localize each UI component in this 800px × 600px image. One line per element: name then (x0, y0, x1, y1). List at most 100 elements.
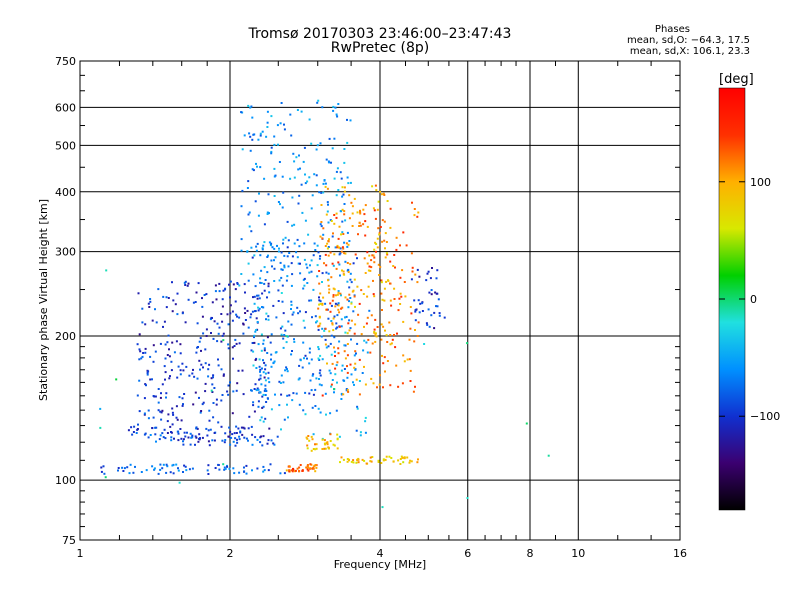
data-point (370, 314, 373, 317)
data-point (393, 334, 395, 336)
data-point (141, 307, 144, 310)
data-point (430, 314, 433, 317)
data-point (358, 221, 361, 224)
data-point (151, 427, 154, 429)
data-point (266, 442, 269, 445)
data-point (227, 393, 230, 396)
data-point (315, 443, 318, 446)
data-point (547, 454, 550, 457)
data-point (153, 467, 156, 470)
data-point (299, 359, 302, 362)
data-point (148, 306, 151, 308)
data-point (266, 296, 268, 299)
data-point (281, 300, 284, 303)
data-point (204, 348, 207, 351)
data-point (194, 391, 197, 394)
data-point (326, 443, 329, 446)
data-point (283, 472, 286, 475)
data-point (315, 377, 318, 380)
y-tick-label: 200 (55, 330, 76, 343)
data-point (380, 462, 383, 464)
data-point (329, 310, 332, 313)
data-point (279, 382, 282, 384)
data-point (259, 368, 262, 371)
data-point (378, 231, 381, 234)
data-point (373, 330, 376, 333)
data-point (359, 209, 361, 212)
data-point (304, 413, 307, 416)
data-point (352, 262, 355, 265)
data-point (293, 160, 296, 163)
data-point (164, 357, 167, 360)
data-point (379, 374, 381, 377)
data-point (336, 381, 338, 384)
data-point (165, 471, 168, 474)
data-point (171, 464, 174, 467)
data-point (332, 295, 335, 298)
data-point (297, 202, 300, 205)
data-point (355, 461, 358, 464)
data-point (257, 400, 260, 403)
x-tick-label: 10 (571, 547, 585, 560)
data-point (171, 423, 174, 426)
data-point (309, 463, 312, 466)
data-point (274, 256, 277, 259)
data-point (238, 435, 241, 438)
data-point (126, 466, 129, 469)
data-point (374, 184, 377, 187)
data-point (435, 277, 438, 280)
data-point (315, 466, 318, 469)
data-point (331, 147, 334, 150)
data-point (163, 365, 166, 368)
data-point (291, 255, 294, 258)
data-point (282, 337, 285, 340)
data-point (394, 346, 397, 349)
data-point (262, 342, 265, 345)
data-point (268, 241, 271, 244)
data-point (330, 304, 333, 307)
data-point (235, 342, 238, 345)
data-point (409, 380, 412, 382)
data-point (238, 342, 241, 345)
data-point (245, 472, 248, 475)
data-point (348, 217, 351, 220)
data-point (283, 123, 285, 126)
data-point (269, 244, 272, 247)
data-point (348, 300, 350, 303)
data-point (373, 248, 376, 251)
data-point (204, 390, 207, 393)
data-point (384, 256, 387, 259)
data-point (365, 462, 368, 465)
data-point (149, 298, 152, 300)
data-point (356, 342, 359, 345)
data-point (200, 410, 203, 412)
data-point (336, 361, 339, 364)
data-point (324, 447, 327, 450)
data-point (319, 369, 322, 372)
data-point (335, 113, 338, 116)
data-point (345, 242, 348, 245)
data-point (328, 137, 331, 140)
data-point (183, 281, 186, 284)
data-point (226, 313, 229, 316)
data-point (412, 390, 415, 393)
data-point (308, 362, 311, 365)
data-point (382, 362, 385, 365)
data-point (346, 365, 348, 368)
data-point (165, 296, 168, 299)
data-point (354, 305, 356, 308)
data-point (370, 266, 373, 269)
data-point (385, 455, 388, 458)
data-point (167, 334, 170, 337)
data-point (182, 403, 184, 406)
data-point (343, 350, 346, 353)
data-point (251, 138, 254, 141)
data-point (288, 465, 291, 468)
data-point (306, 282, 309, 284)
data-point (283, 418, 286, 421)
data-point (338, 311, 341, 314)
data-point (278, 161, 281, 163)
data-point (270, 152, 273, 155)
data-point (337, 261, 340, 264)
data-point (314, 388, 317, 391)
